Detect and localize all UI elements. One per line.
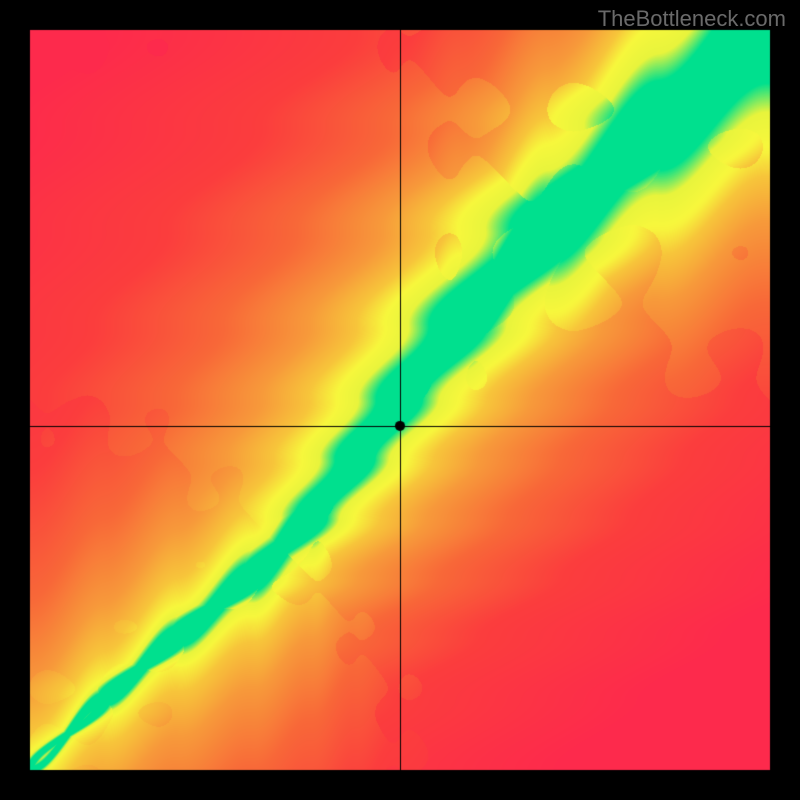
bottleneck-heatmap — [0, 0, 800, 800]
chart-container: TheBottleneck.com — [0, 0, 800, 800]
watermark-text: TheBottleneck.com — [598, 6, 786, 32]
